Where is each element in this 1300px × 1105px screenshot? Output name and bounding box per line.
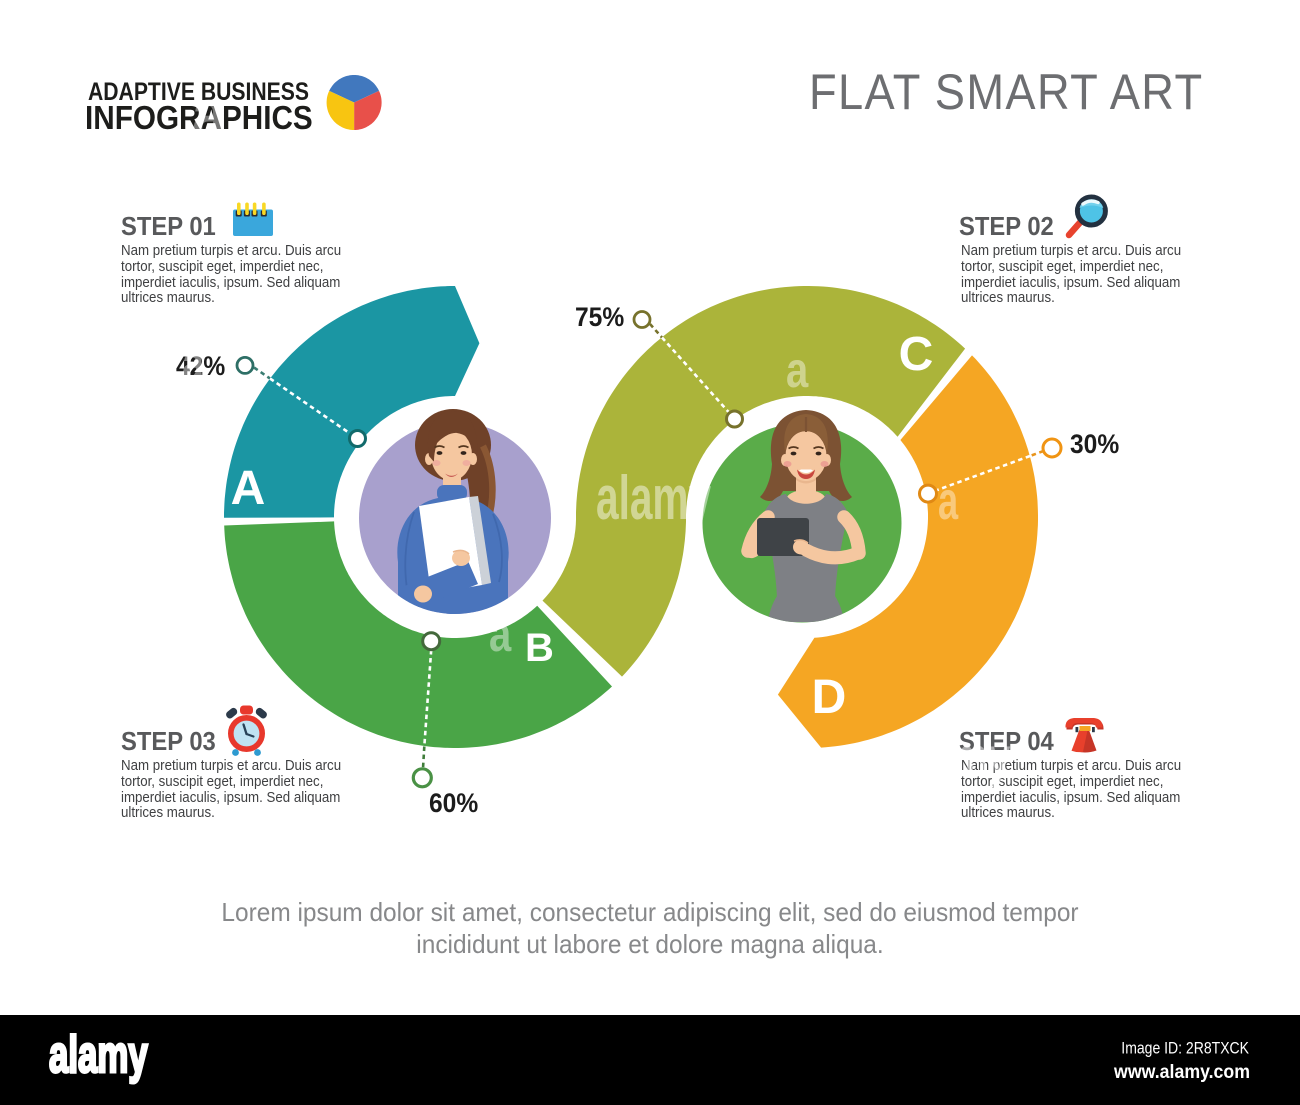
svg-text:A: A (231, 462, 266, 515)
svg-text:B: B (525, 626, 554, 670)
svg-text:alamy: alamy (49, 1026, 148, 1084)
svg-text:Image ID: 2R8TXCK: Image ID: 2R8TXCK (1121, 1039, 1249, 1057)
svg-text:alamy: alamy (596, 465, 711, 534)
svg-text:www.alamy.com: www.alamy.com (1113, 1060, 1250, 1082)
svg-text:a: a (489, 606, 512, 662)
svg-text:a: a (182, 335, 205, 391)
svg-text:D: D (812, 671, 847, 724)
svg-text:a: a (192, 74, 226, 157)
svg-text:a: a (786, 342, 809, 398)
svg-text:alamy: alamy (896, 727, 1010, 789)
svg-text:C: C (899, 328, 934, 381)
